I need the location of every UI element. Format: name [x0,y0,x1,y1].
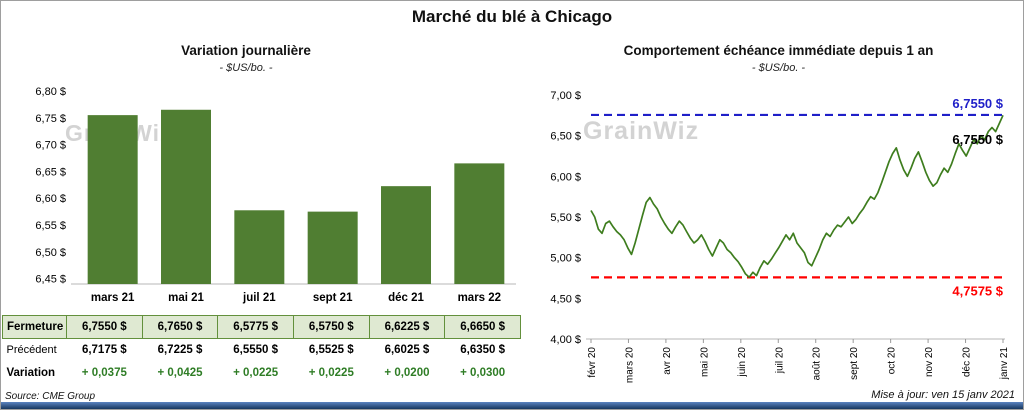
bar-chart: GrainWiz6,45 $6,50 $6,55 $6,60 $6,65 $6,… [35,86,516,304]
table-cell: + 0,0375 [81,367,127,379]
x-tick-label: mai 20 [699,347,710,377]
line-chart: GrainWiz 4,00 $ 4,50 $ 5,00 $ 5,50 $ 6,00 $ 6,… [550,90,1010,384]
table-cell: 6,5775 $ [217,315,294,339]
table-cell: 6,6025 $ [384,344,430,357]
table-cell: 6,5550 $ [233,344,279,357]
table-cell: + 0,0200 [384,367,430,379]
y-tick-label: 7,00 $ [550,90,581,102]
y-tick-label: 6,55 $ [35,220,66,232]
x-tick-label: déc 20 [962,347,973,377]
y-tick-label: 6,80 $ [35,86,66,98]
line-chart-title: Comportement échéance immédiate depuis 1… [623,43,934,58]
x-tick-label: avr 20 [662,347,673,375]
x-tick-label: oct 20 [887,347,898,375]
bar-chart-subtitle: - $US/bo. - [219,62,273,74]
table-cell: 6,7650 $ [141,315,219,339]
table-cell: 6,7175 $ [81,344,127,357]
update-note: Mise à jour: ven 15 janv 2021 [871,389,1015,401]
table-row: Fermeture 6,7550 $6,7650 $6,5775 $6,5750 … [2,315,521,339]
table-cell: 6,7225 $ [157,344,203,357]
table-cell: 6,6350 $ [460,344,506,357]
x-tick-label: août 20 [812,347,823,381]
watermark: GrainWiz [583,117,699,145]
table-cell: + 0,0300 [460,367,506,379]
y-tick-label: 6,00 $ [550,171,581,183]
bar [454,163,505,284]
x-category-label: déc 21 [388,292,424,304]
price-table: Fermeture 6,7550 $6,7650 $6,5775 $6,5750 … [2,315,521,385]
x-tick-label: févr 20 [587,347,598,378]
y-tick-label: 6,50 $ [35,247,66,259]
bar [234,210,285,284]
y-tick-label: 4,00 $ [550,334,581,346]
row-label: Fermeture [2,315,67,339]
x-tick-label: nov 20 [924,347,935,377]
y-tick-label: 4,50 $ [550,293,581,305]
page-title: Marché du blé à Chicago [411,7,613,26]
bar [161,109,211,284]
line-chart-subtitle: - $US/bo. - [751,62,806,74]
x-tick-label: janv 21 [999,347,1010,381]
y-tick-label: 6,50 $ [550,131,581,143]
bar [87,115,138,284]
low-ref-label: 4,7575 $ [952,283,1003,298]
x-tick-label: sept 20 [849,347,860,380]
x-category-label: mars 22 [458,292,501,304]
y-tick-label: 6,65 $ [35,166,66,178]
x-category-label: mars 21 [91,292,135,304]
table-cell: + 0,0225 [308,367,354,379]
table-row: Précédent 6,7175 $ 6,7225 $ 6,5550 $ 6,5525 … [3,339,521,362]
bar [381,186,431,284]
x-tick-label: juil 20 [774,347,785,375]
table-cell: + 0,0225 [233,367,279,379]
table-cell: + 0,0425 [157,367,203,379]
price-line [590,114,1004,279]
table-cell: 6,5525 $ [308,344,354,357]
table-cell: 6,6650 $ [444,315,521,339]
y-tick-label: 5,50 $ [550,212,581,224]
table-cell: 6,7550 $ [66,315,143,339]
x-tick-label: juin 20 [737,347,748,378]
y-tick-label: 6,45 $ [35,274,66,286]
bottom-accent-bar [1,402,1023,409]
last-price-label: 6,7550 $ [952,132,1003,147]
x-category-label: mai 21 [168,292,204,304]
row-label: Variation [6,367,56,379]
x-category-label: juil 21 [242,292,276,304]
y-tick-label: 5,00 $ [550,253,581,265]
high-ref-label: 6,7550 $ [952,96,1003,111]
y-tick-label: 6,60 $ [35,193,66,205]
bar-chart-title: Variation journalière [181,43,311,58]
y-tick-label: 6,75 $ [35,113,66,125]
y-tick-label: 6,70 $ [35,140,66,152]
table-row: Variation + 0,0375 + 0,0425 + 0,0225 + 0,022… [3,362,521,385]
source-note: Source: CME Group [5,391,96,402]
row-label: Précédent [6,344,57,357]
x-category-label: sept 21 [313,292,353,304]
bar [307,211,358,284]
x-tick-label: mars 20 [624,347,635,384]
table-cell: 6,5750 $ [292,315,370,339]
table-cell: 6,6225 $ [368,315,446,339]
